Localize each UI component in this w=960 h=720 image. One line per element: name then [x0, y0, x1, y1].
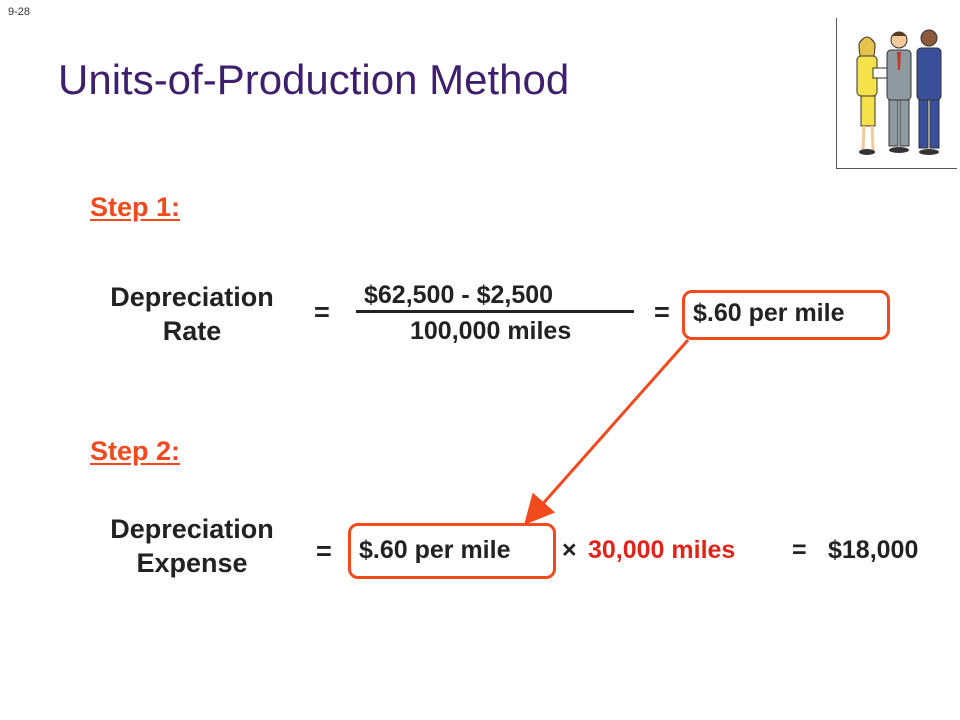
step1-equals: =: [314, 297, 330, 327]
slide-title: Units-of-Production Method: [58, 56, 570, 103]
miles-driven: 30,000 miles: [588, 536, 736, 564]
step2-equals: =: [316, 536, 332, 566]
fraction-bar: [356, 310, 634, 313]
slide-number: 9-28: [8, 6, 31, 18]
step2-heading: Step 2:: [90, 436, 181, 466]
depreciation-expense-label: Depreciation Expense: [82, 512, 302, 580]
depreciation-rate-label: Depreciation Rate: [82, 280, 302, 348]
fraction-denominator: 100,000 miles: [410, 317, 572, 345]
times-sign: ×: [562, 536, 577, 564]
step1-result-equals: =: [654, 297, 670, 327]
depreciation-expense-label-line1: Depreciation: [110, 514, 274, 544]
connector-arrow: [524, 339, 690, 525]
rate-result-box: $.60 per mile: [682, 290, 890, 340]
expense-result: $18,000: [828, 536, 919, 564]
step1-heading: Step 1:: [90, 192, 181, 222]
rate-result: $.60 per mile: [693, 299, 845, 327]
fraction-numerator: $62,500 - $2,500: [364, 281, 554, 309]
depreciation-expense-label-line2: Expense: [136, 548, 248, 578]
depreciation-rate-label-line1: Depreciation: [110, 282, 274, 312]
step2-result-equals: =: [792, 536, 807, 564]
rate-input-box: $.60 per mile: [348, 523, 556, 579]
clipart-frame: [836, 18, 957, 169]
depreciation-rate-label-line2: Rate: [162, 316, 222, 346]
business-people-icon: [856, 29, 942, 155]
rate-input: $.60 per mile: [359, 536, 511, 564]
